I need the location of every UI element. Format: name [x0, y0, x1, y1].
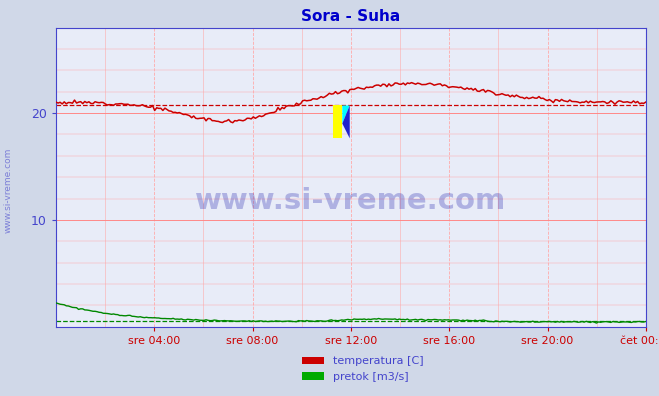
Polygon shape: [342, 105, 350, 124]
Legend: temperatura [C], pretok [m3/s]: temperatura [C], pretok [m3/s]: [297, 352, 428, 386]
Text: www.si-vreme.com: www.si-vreme.com: [195, 187, 507, 215]
Bar: [333, 105, 342, 138]
Text: www.si-vreme.com: www.si-vreme.com: [4, 147, 13, 233]
Title: Sora - Suha: Sora - Suha: [301, 9, 401, 24]
Polygon shape: [342, 105, 350, 138]
